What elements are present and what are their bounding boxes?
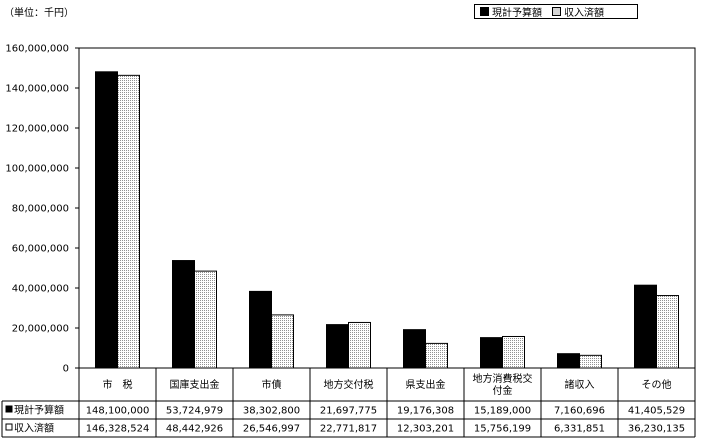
legend-item-received: 収入済額 bbox=[552, 4, 604, 19]
table-cell: 48,442,926 bbox=[166, 424, 223, 435]
legend-item-budget: 現計予算額 bbox=[480, 4, 542, 19]
y-tick-label: 100,000,000 bbox=[5, 164, 69, 175]
bar-budget bbox=[557, 353, 580, 369]
bar-received bbox=[194, 270, 217, 369]
legend-label-budget: 現計予算額 bbox=[492, 8, 542, 19]
y-tick-label: 80,000,000 bbox=[12, 204, 69, 215]
category-label: 付金 bbox=[493, 384, 513, 397]
table-cell: 15,756,199 bbox=[474, 424, 531, 435]
category-label: 県支出金 bbox=[406, 378, 446, 391]
table-row-label: 収入済額 bbox=[14, 422, 54, 435]
y-tick-label: 120,000,000 bbox=[5, 124, 69, 135]
table-cell: 26,546,997 bbox=[243, 424, 300, 435]
plot-area-frame bbox=[78, 47, 696, 369]
category-label: 地方交付税 bbox=[324, 378, 374, 391]
y-tick-label: 20,000,000 bbox=[12, 324, 69, 335]
table-cell: 15,189,000 bbox=[474, 406, 531, 417]
bar-received bbox=[425, 342, 448, 369]
table-cell: 7,160,696 bbox=[554, 406, 605, 417]
table-cell: 38,302,800 bbox=[243, 406, 300, 417]
bar-received bbox=[502, 335, 525, 369]
bar-budget bbox=[326, 324, 349, 369]
chart-legend: 現計予算額 収入済額 bbox=[474, 4, 638, 19]
y-tick-label: 60,000,000 bbox=[12, 244, 69, 255]
table-cell: 22,771,817 bbox=[320, 424, 377, 435]
bar-received bbox=[117, 74, 140, 369]
y-tick-label: 40,000,000 bbox=[12, 284, 69, 295]
table-cell: 19,176,308 bbox=[397, 406, 454, 417]
table-cell: 12,303,201 bbox=[397, 424, 454, 435]
table-swatch-received bbox=[5, 423, 13, 431]
category-label: 市 税 bbox=[103, 378, 133, 391]
table-cell: 148,100,000 bbox=[86, 406, 150, 417]
y-tick-label: 0 bbox=[63, 364, 69, 375]
legend-swatch-budget bbox=[480, 7, 489, 16]
bar-budget bbox=[480, 337, 503, 369]
y-tick-label: 160,000,000 bbox=[5, 44, 69, 55]
category-label: その他 bbox=[642, 378, 672, 391]
table-swatch-budget bbox=[5, 405, 13, 413]
bar-budget bbox=[634, 284, 657, 369]
category-label: 地方消費税交 bbox=[473, 372, 533, 385]
y-tick-label: 140,000,000 bbox=[5, 84, 69, 95]
table-row-label: 現計予算額 bbox=[14, 404, 64, 417]
bar-received bbox=[348, 321, 371, 369]
bar-received bbox=[656, 295, 679, 369]
table-cell: 21,697,775 bbox=[320, 406, 377, 417]
bar-received bbox=[579, 354, 602, 369]
bar-received bbox=[271, 314, 294, 369]
bar-budget bbox=[249, 290, 272, 369]
legend-swatch-received bbox=[552, 7, 561, 16]
bar-budget bbox=[95, 71, 118, 369]
table-cell: 53,724,979 bbox=[166, 406, 223, 417]
category-label: 国庫支出金 bbox=[170, 378, 220, 391]
bar-budget bbox=[172, 260, 195, 369]
legend-label-received: 収入済額 bbox=[564, 8, 604, 19]
table-cell: 36,230,135 bbox=[628, 424, 685, 435]
table-cell: 41,405,529 bbox=[628, 406, 685, 417]
unit-label: （単位：千円） bbox=[4, 8, 74, 19]
category-label: 諸収入 bbox=[565, 378, 595, 391]
bar-budget bbox=[403, 329, 426, 369]
table-cell: 6,331,851 bbox=[554, 424, 605, 435]
table-cell: 146,328,524 bbox=[86, 424, 150, 435]
category-label: 市債 bbox=[262, 378, 282, 391]
